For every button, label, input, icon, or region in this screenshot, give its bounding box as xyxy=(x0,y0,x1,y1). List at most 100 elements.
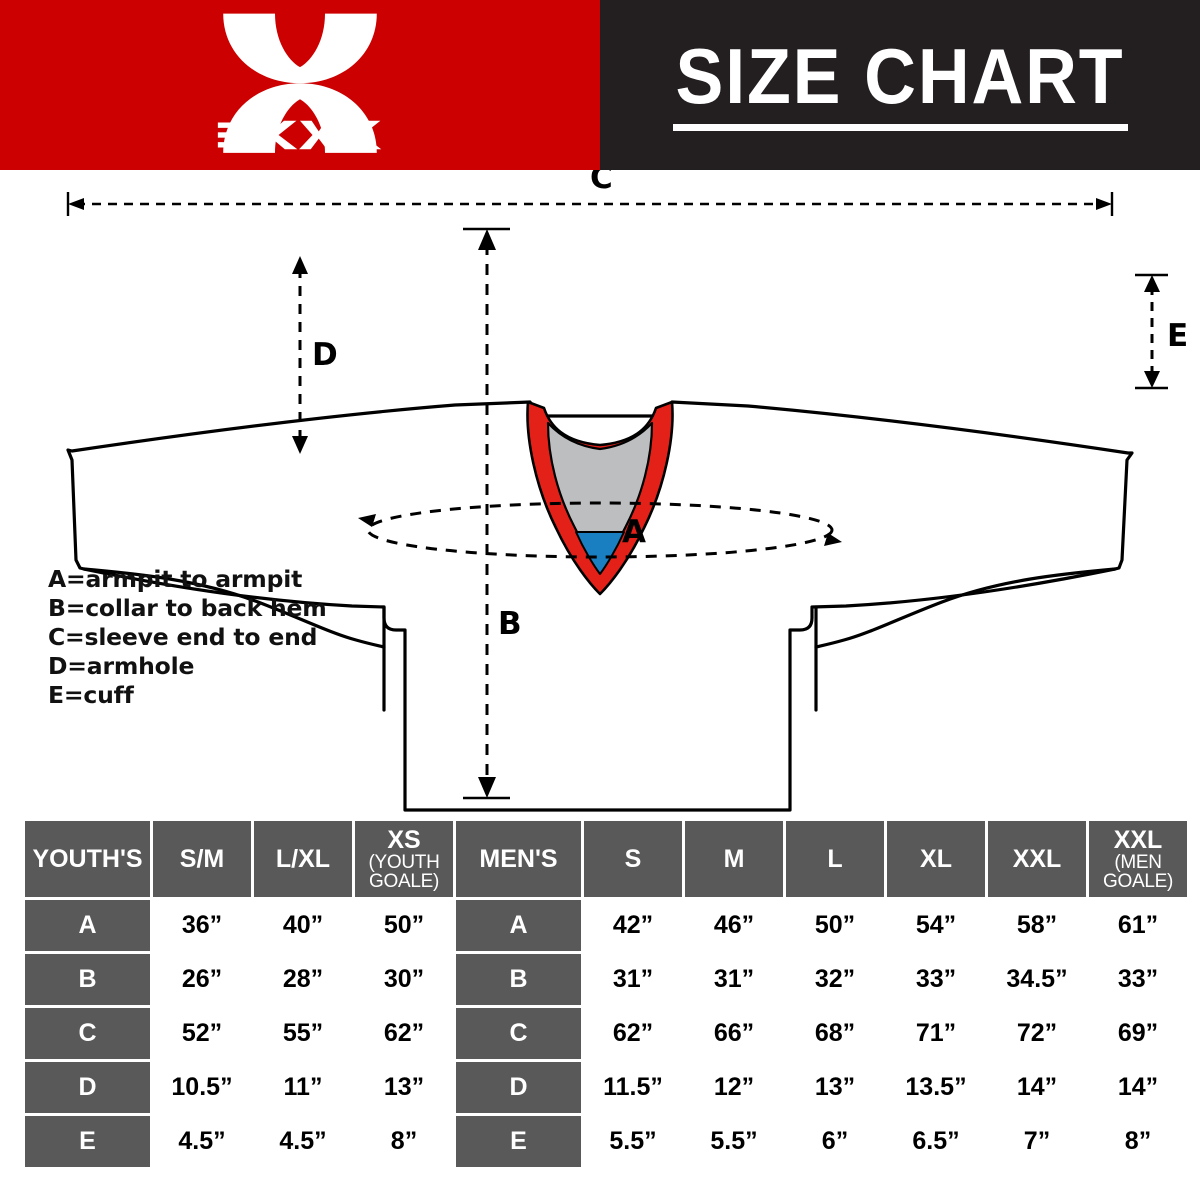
header-label: MEN'S xyxy=(479,844,558,873)
cell-value: 55” xyxy=(254,1008,352,1059)
cell-value: 33” xyxy=(887,954,985,1005)
table-row: E 4.5” 4.5” 8” E 5.5” 5.5” 6” 6.5” 7” 8” xyxy=(25,1116,1187,1167)
cell-value: 8” xyxy=(1089,1116,1187,1167)
cell-value: 68” xyxy=(786,1008,884,1059)
cell-value: 69” xyxy=(1089,1008,1187,1059)
dimension-e-group: E xyxy=(1135,273,1188,390)
dimension-c-group xyxy=(66,192,1114,216)
cell-value: 6” xyxy=(786,1116,884,1167)
header-label: XXL xyxy=(1113,825,1163,854)
row-label-men: B xyxy=(456,954,581,1005)
header-cell-xl: XL xyxy=(887,821,985,897)
title-underline-divider xyxy=(672,123,1128,131)
table-row: A 36” 40” 50” A 42” 46” 50” 54” 58” 61” xyxy=(25,900,1187,951)
cell-value: 13” xyxy=(786,1062,884,1113)
cell-value: 11.5” xyxy=(584,1062,682,1113)
label-d: D xyxy=(312,337,338,373)
cell-value: 62” xyxy=(355,1008,453,1059)
page-header: SIZE CHART xyxy=(0,0,1200,170)
jersey-diagram: D E B A C xyxy=(0,170,1200,815)
page-title: SIZE CHART xyxy=(675,32,1125,121)
row-label-youth: A xyxy=(25,900,150,951)
cell-value: 61” xyxy=(1089,900,1187,951)
cell-value: 7” xyxy=(988,1116,1086,1167)
cell-value: 33” xyxy=(1089,954,1187,1005)
dimension-a-group xyxy=(366,501,834,559)
collar-group xyxy=(526,400,674,596)
cell-value: 71” xyxy=(887,1008,985,1059)
cell-value: 36” xyxy=(153,900,251,951)
header-label: XS xyxy=(387,825,421,854)
row-label-youth: D xyxy=(25,1062,150,1113)
header-label: XXL xyxy=(1012,844,1062,873)
size-chart-table: YOUTH'S S/M L/XL XS (YOUTH GOALE) MEN'S … xyxy=(22,818,1190,1170)
row-label-youth: B xyxy=(25,954,150,1005)
legend-line-e: E=cuff xyxy=(48,681,134,709)
cell-value: 5.5” xyxy=(584,1116,682,1167)
header-cell-s: S xyxy=(584,821,682,897)
collar-accent xyxy=(575,531,625,575)
cell-value: 6.5” xyxy=(887,1116,985,1167)
legend-line-d: D=armhole xyxy=(48,652,195,680)
header-label: S xyxy=(624,844,642,873)
header-cell-l: L xyxy=(786,821,884,897)
header-cell-xxl-men-goale: XXL (MEN GOALE) xyxy=(1089,821,1187,897)
cell-value: 32” xyxy=(786,954,884,1005)
collar-inner xyxy=(546,421,654,574)
cell-value: 34.5” xyxy=(988,954,1086,1005)
row-label-men: A xyxy=(456,900,581,951)
header-label: L/XL xyxy=(275,844,331,873)
table-row: C 52” 55” 62” C 62” 66” 68” 71” 72” 69” xyxy=(25,1008,1187,1059)
label-e: E xyxy=(1167,318,1188,354)
cell-value: 31” xyxy=(685,954,783,1005)
cell-value: 10.5” xyxy=(153,1062,251,1113)
table-row: D 10.5” 11” 13” D 11.5” 12” 13” 13.5” 14… xyxy=(25,1062,1187,1113)
row-label-youth: E xyxy=(25,1116,150,1167)
row-label-men: E xyxy=(456,1116,581,1167)
cell-value: 31” xyxy=(584,954,682,1005)
header-sublabel: (YOUTH GOALE) xyxy=(368,852,440,893)
cell-value: 50” xyxy=(355,900,453,951)
label-b: B xyxy=(498,606,522,642)
cell-value: 8” xyxy=(355,1116,453,1167)
table-row: B 26” 28” 30” B 31” 31” 32” 33” 34.5” 33… xyxy=(25,954,1187,1005)
measurement-legend: A=armpit to armpit B=collar to back hem … xyxy=(48,565,378,710)
header-cell-sm: S/M xyxy=(153,821,251,897)
header-cell-m: M xyxy=(685,821,783,897)
header-cell-xs-youth-goale: XS (YOUTH GOALE) xyxy=(355,821,453,897)
dimension-b-group: B xyxy=(463,227,522,800)
header-label: YOUTH'S xyxy=(32,844,143,873)
cell-value: 58” xyxy=(988,900,1086,951)
cell-value: 42” xyxy=(584,900,682,951)
dimension-a-arrows: A xyxy=(358,514,842,550)
table-header-row: YOUTH'S S/M L/XL XS (YOUTH GOALE) MEN'S … xyxy=(25,821,1187,897)
cell-value: 30” xyxy=(355,954,453,1005)
cell-value: 52” xyxy=(153,1008,251,1059)
table-body: A 36” 40” 50” A 42” 46” 50” 54” 58” 61” … xyxy=(25,900,1187,1167)
cell-value: 5.5” xyxy=(685,1116,783,1167)
cell-value: 66” xyxy=(685,1008,783,1059)
header-cell-mens: MEN'S xyxy=(456,821,581,897)
table-head: YOUTH'S S/M L/XL XS (YOUTH GOALE) MEN'S … xyxy=(25,821,1187,897)
jersey-body-sides xyxy=(382,645,818,712)
label-c: C xyxy=(590,170,613,196)
cell-value: 12” xyxy=(685,1062,783,1113)
cell-value: 4.5” xyxy=(153,1116,251,1167)
header-label: L xyxy=(827,844,843,873)
header-cell-xxl: XXL xyxy=(988,821,1086,897)
cell-value: 72” xyxy=(988,1008,1086,1059)
row-label-youth: C xyxy=(25,1008,150,1059)
cell-value: 14” xyxy=(1089,1062,1187,1113)
dimension-d-group: D xyxy=(292,256,338,454)
header-sublabel: (MEN GOALE) xyxy=(1103,852,1173,893)
cell-value: 4.5” xyxy=(254,1116,352,1167)
header-cell-youths: YOUTH'S xyxy=(25,821,150,897)
row-label-men: C xyxy=(456,1008,581,1059)
header-label: XL xyxy=(920,844,952,873)
row-label-men: D xyxy=(456,1062,581,1113)
kxk-logo-icon xyxy=(210,10,390,160)
cell-value: 62” xyxy=(584,1008,682,1059)
cell-value: 14” xyxy=(988,1062,1086,1113)
label-a: A xyxy=(622,514,646,550)
cell-value: 46” xyxy=(685,900,783,951)
